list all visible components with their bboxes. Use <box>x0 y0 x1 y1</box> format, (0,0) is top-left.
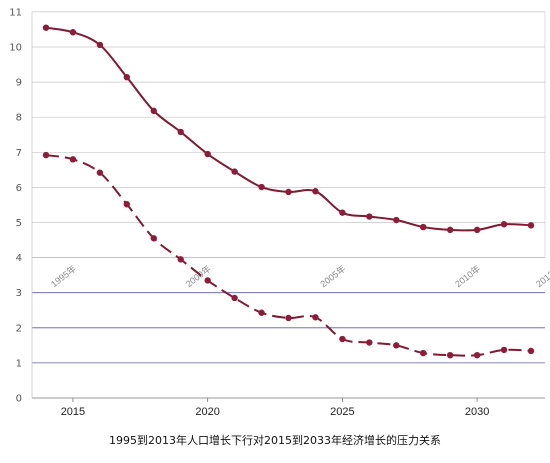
dashed-series-line <box>45 154 532 357</box>
solid-series-point <box>69 29 77 36</box>
dashed-series-point <box>231 294 238 302</box>
dashed-series-point <box>96 169 104 176</box>
solid-series-point <box>446 226 454 234</box>
y-tick-label: 2 <box>16 323 22 334</box>
solid-series-point <box>500 221 508 228</box>
y-tick-label: 6 <box>16 183 22 194</box>
dashed-series-point <box>285 314 292 322</box>
solid-series-line <box>45 26 532 232</box>
y-tick-label: 3 <box>16 288 22 299</box>
y-tick-label: 9 <box>16 78 22 89</box>
solid-series-point <box>258 183 265 191</box>
solid-series-point <box>42 24 50 31</box>
x-tick-label: 2030 <box>465 406 489 418</box>
solid-series-point <box>312 188 319 195</box>
dashed-series-point <box>258 309 265 316</box>
y-tick-label: 0 <box>16 394 22 405</box>
y-tick-label: 11 <box>9 7 22 18</box>
solid-series-point <box>393 216 400 224</box>
solid-series-point <box>96 41 104 49</box>
x-tick-label: 2015 <box>61 406 85 418</box>
solid-series-point <box>123 73 131 81</box>
dashed-series-point <box>123 201 131 208</box>
x-tick-label: 2020 <box>195 406 219 418</box>
dashed-series-point <box>420 349 427 357</box>
dashed-series-point <box>339 335 346 343</box>
y-tick-label: 4 <box>16 253 22 264</box>
y-tick-label: 8 <box>16 113 22 124</box>
dashed-series-point <box>393 342 400 349</box>
y-tick-label: 10 <box>9 43 22 54</box>
x-tick-label-mid: 2013年 <box>533 263 550 290</box>
dashed-series-point <box>150 235 157 242</box>
solid-series-point <box>366 213 373 220</box>
dashed-series-point <box>69 156 77 163</box>
x-axis-bottom-ticks: 2015 2020 2025 2030 <box>61 398 489 418</box>
dashed-series-point <box>366 339 373 346</box>
dashed-series-point <box>312 314 319 321</box>
dashed-series-point <box>473 351 481 359</box>
y-tick-label: 5 <box>16 218 22 229</box>
solid-series-point <box>473 226 481 234</box>
x-tick-label-mid: 2000年 <box>183 263 213 290</box>
chart-title: 1995到2013年人口增长下行对2015到2033年经济增长的压力关系 <box>109 433 441 447</box>
solid-series-point <box>231 168 238 175</box>
solid-series-point <box>150 107 157 115</box>
dashed-series-point <box>42 151 50 159</box>
dashed-series-point <box>177 256 184 263</box>
dashed-series-point <box>527 347 535 355</box>
y-tick-label: 7 <box>16 148 22 159</box>
gridlines <box>31 11 546 399</box>
y-axis: 0 1 2 3 4 5 6 7 8 9 10 11 <box>9 7 22 404</box>
solid-series-point <box>420 223 427 231</box>
dashed-series-point <box>500 346 508 354</box>
solid-series-point <box>285 188 292 196</box>
x-tick-label-mid: 2005年 <box>318 263 348 290</box>
dashed-series-point <box>446 351 454 359</box>
y-tick-label: 1 <box>16 358 22 369</box>
dashed-series-point <box>204 277 211 284</box>
x-tick-label-mid: 1995年 <box>48 263 78 290</box>
series-layer <box>42 24 535 359</box>
solid-series-point <box>177 128 184 136</box>
solid-series-point <box>527 222 535 229</box>
solid-series-point <box>339 209 346 216</box>
x-tick-label-mid: 2010年 <box>453 263 483 290</box>
x-axis-mid-ticks: 1995年 2000年 2005年 2010年 2013年 <box>48 263 550 290</box>
x-tick-label: 2025 <box>330 406 354 418</box>
solid-series-point <box>204 150 211 158</box>
